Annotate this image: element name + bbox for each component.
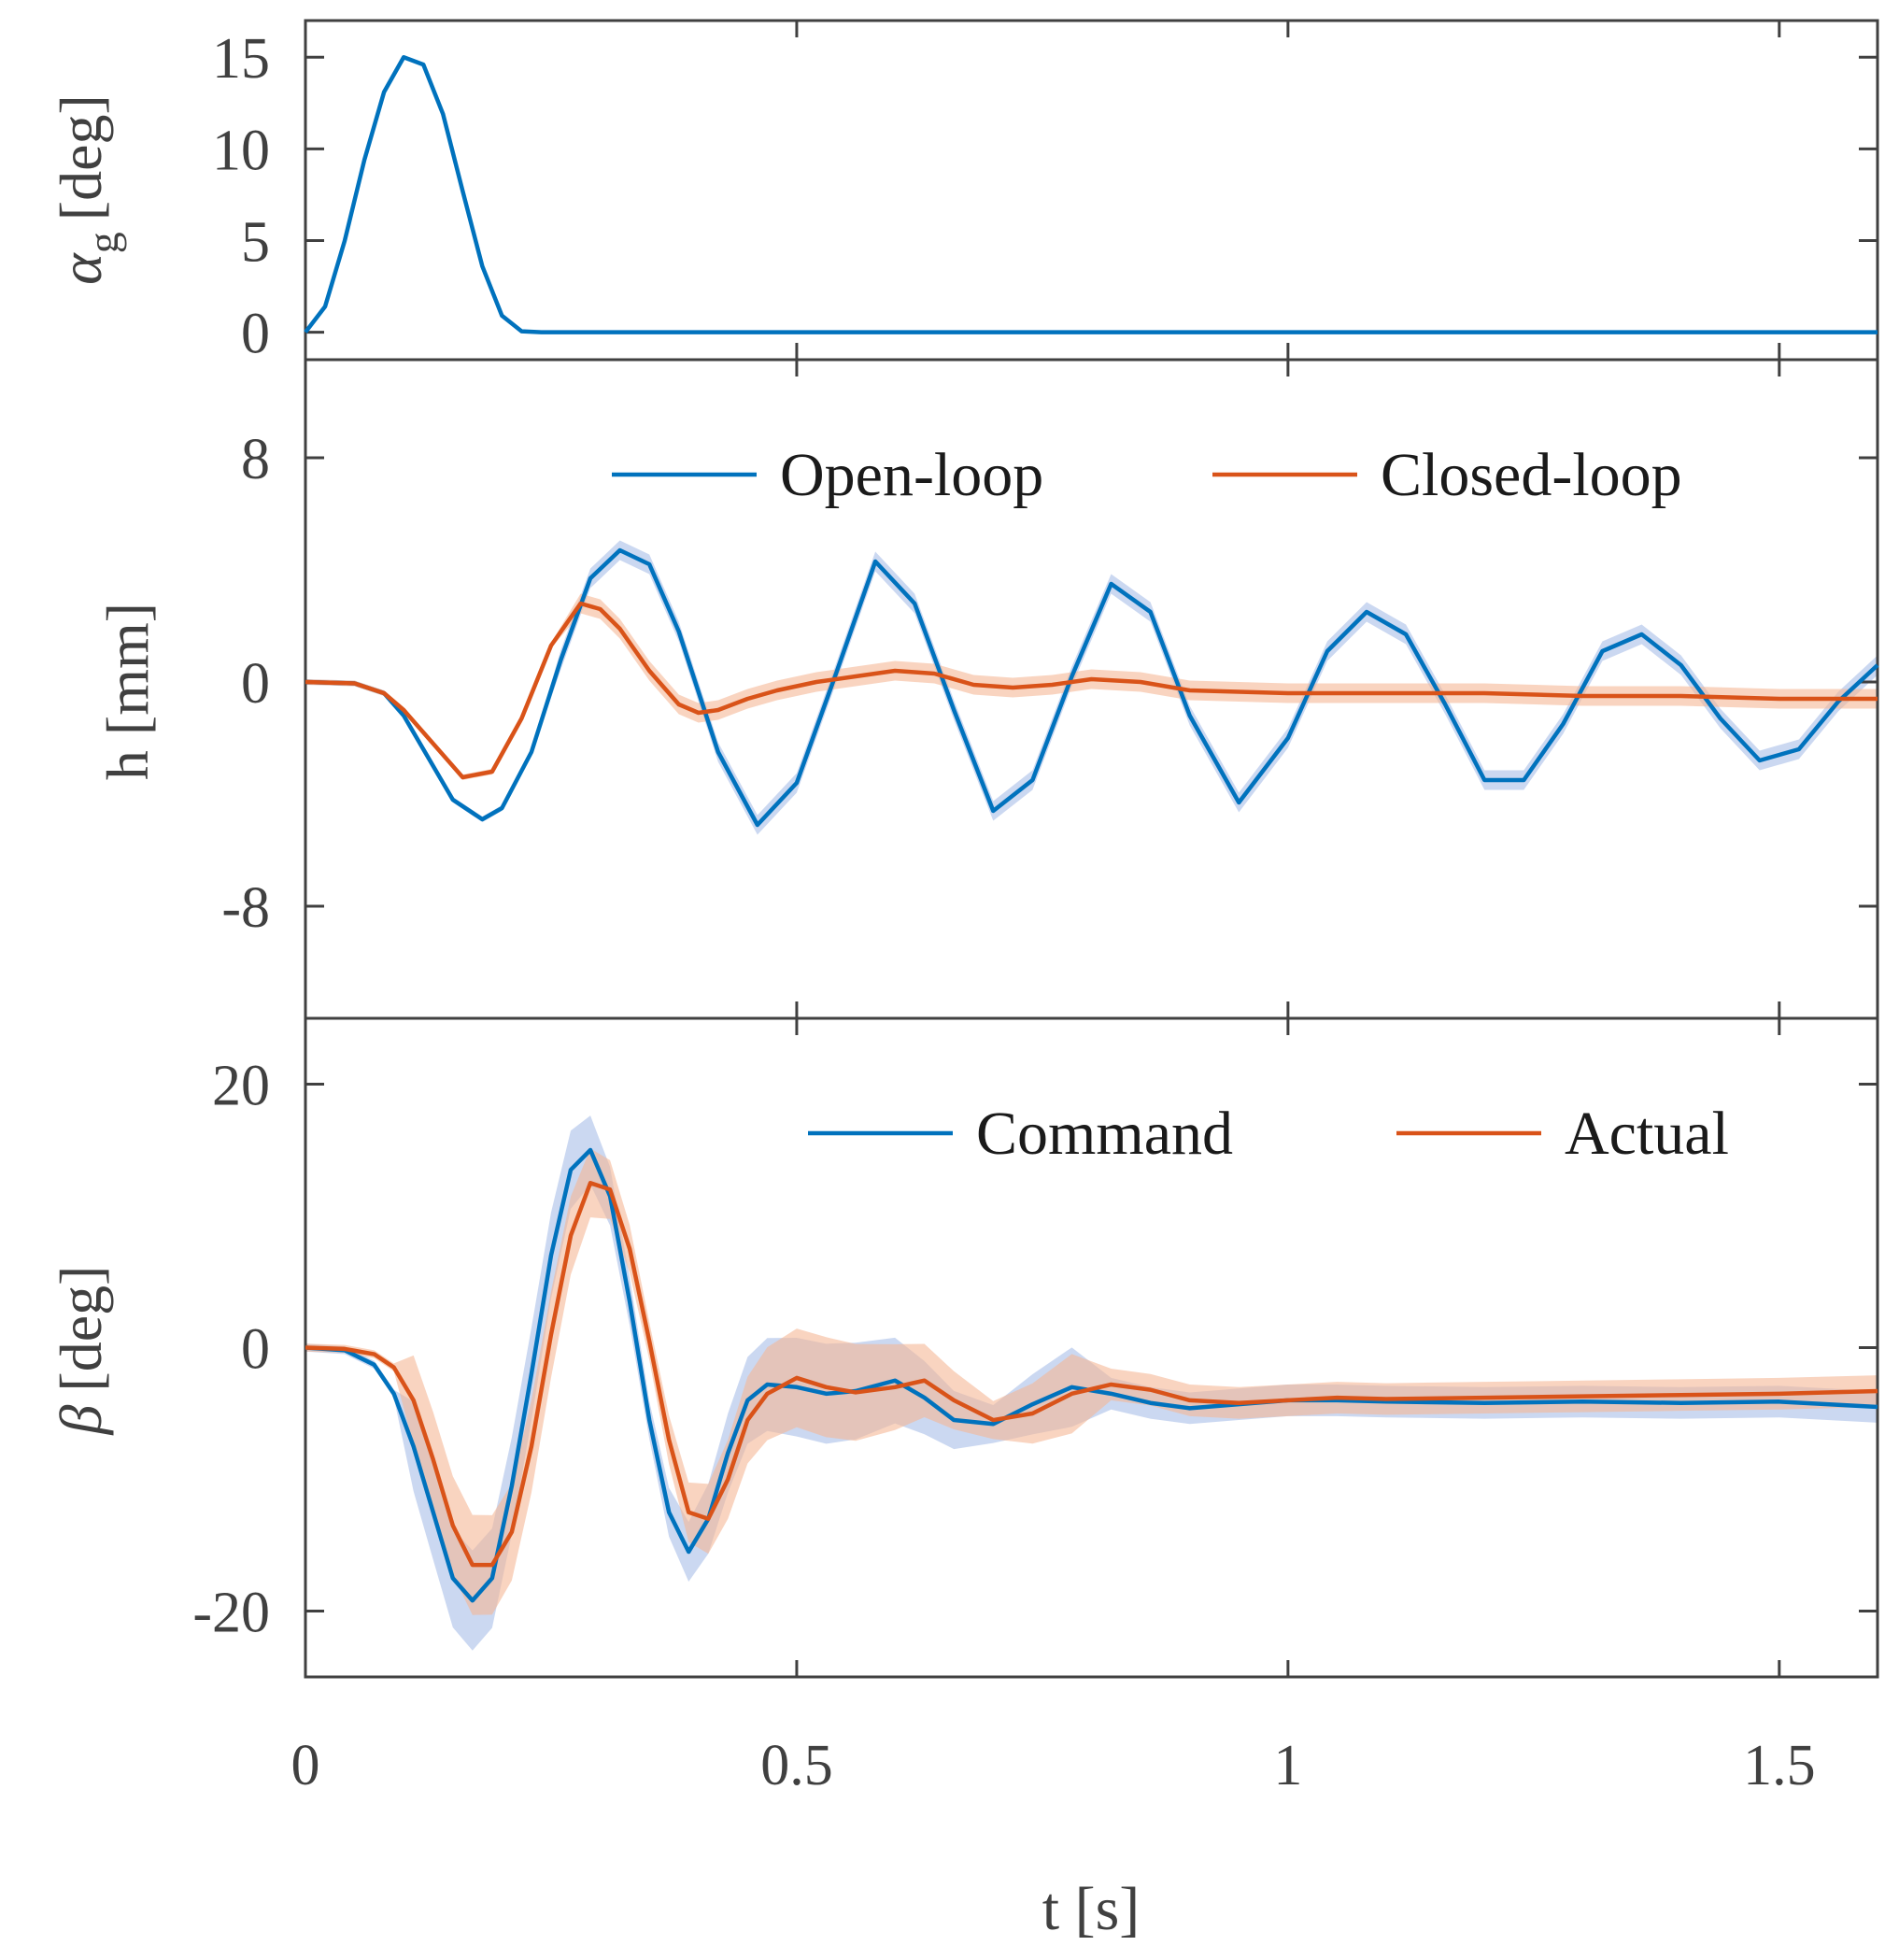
legend-label: Closed-loop — [1381, 441, 1682, 509]
alpha-subscript: g — [79, 232, 127, 253]
y-tick-label: 10 — [212, 119, 270, 182]
y-tick-label: 0 — [241, 303, 270, 366]
y-tick-label: 20 — [212, 1055, 270, 1118]
y-tick-label: 15 — [212, 27, 270, 91]
confidence-band — [305, 593, 1878, 780]
y-tick-label: -8 — [221, 876, 270, 940]
confidence-band — [305, 1148, 1878, 1615]
series-line — [305, 1181, 1878, 1568]
alpha-axis-label: αg [deg] — [48, 94, 127, 285]
legend-label: Open-loop — [780, 441, 1043, 509]
x-tick-label: 1 — [1273, 1734, 1302, 1797]
beta-symbol: β — [48, 1404, 114, 1436]
y-tick-label: 8 — [241, 428, 270, 491]
beta-panel: 20 0 -20 Command Actual β [deg] — [48, 1016, 1879, 1679]
series-line — [304, 54, 1878, 334]
beta-unit: [deg] — [48, 1266, 114, 1392]
h-panel: 8 0 -8 Open-loop Closed-loop h [mm] — [94, 358, 1879, 1020]
alpha-unit: [deg] — [48, 94, 114, 220]
y-tick-label: 5 — [241, 210, 270, 274]
x-axis: 0 0.5 1 1.5 — [291, 1734, 1816, 1797]
x-tick-label: 0.5 — [760, 1734, 833, 1797]
h-axis-label: h [mm] — [94, 603, 161, 780]
alpha-symbol: α — [48, 252, 114, 285]
beta-axis-label: β [deg] — [48, 1266, 114, 1437]
x-tick-label: 1.5 — [1743, 1734, 1816, 1797]
x-axis-label: t [s] — [1042, 1875, 1140, 1943]
alpha-panel-frame — [304, 19, 1879, 362]
x-tick-label: 0 — [291, 1734, 320, 1797]
legend-label: Command — [976, 1100, 1233, 1168]
alpha-panel: 0 5 10 15 αg [deg] — [48, 19, 1879, 366]
series-line — [305, 547, 1879, 828]
y-tick-label: 0 — [241, 1318, 270, 1382]
series-line — [305, 601, 1878, 780]
legend-label: Actual — [1565, 1100, 1729, 1168]
y-tick-label: 0 — [241, 652, 270, 716]
y-tick-label: -20 — [192, 1582, 270, 1645]
